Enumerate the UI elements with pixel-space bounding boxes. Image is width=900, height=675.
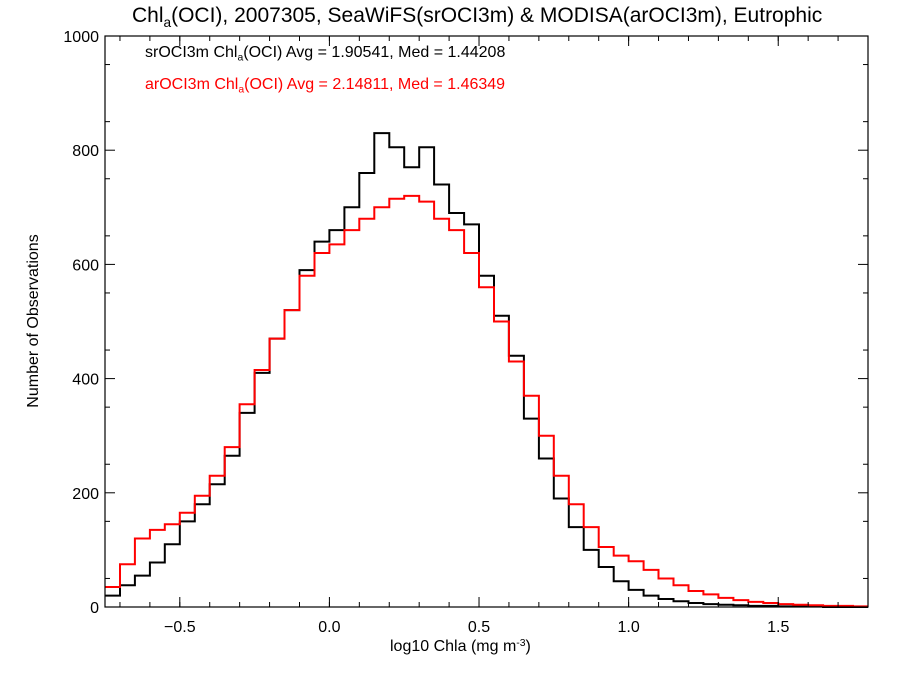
- y-axis-label: Number of Observations: [25, 234, 42, 408]
- x-tick-label: 0.0: [318, 619, 340, 636]
- y-tick-label: 600: [72, 257, 99, 274]
- legend-entry-srOCI3m: srOCI3m Chla(OCI) Avg = 1.90541, Med = 1…: [145, 44, 506, 64]
- x-axis-label: log10 Chla (mg m-3): [390, 638, 531, 656]
- series-line-srOCI3m: [105, 132, 868, 608]
- plot-frame: [104, 35, 869, 608]
- y-tick-label: 200: [72, 486, 99, 503]
- series-line-arOCI3m: [105, 194, 868, 608]
- y-tick-label: 0: [90, 600, 99, 617]
- y-tick-label: 1000: [63, 29, 99, 46]
- ticks-layer: −0.5 0.0 0.5 1.0 1.5 0 200 400 600 800 1000: [63, 29, 869, 636]
- y-tick-label: 400: [72, 372, 99, 389]
- series-layer: [105, 132, 868, 608]
- x-tick-label: 1.5: [767, 619, 789, 636]
- chart-title: Chla(OCI), 2007305, SeaWiFS(srOCI3m) & M…: [132, 4, 823, 30]
- x-tick-label: −0.5: [164, 619, 196, 636]
- x-tick-label: 0.5: [468, 619, 490, 636]
- x-tick-label: 1.0: [618, 619, 640, 636]
- y-tick-label: 800: [72, 143, 99, 160]
- legend-entry-arOCI3m: arOCI3m Chla(OCI) Avg = 2.14811, Med = 1…: [145, 76, 506, 96]
